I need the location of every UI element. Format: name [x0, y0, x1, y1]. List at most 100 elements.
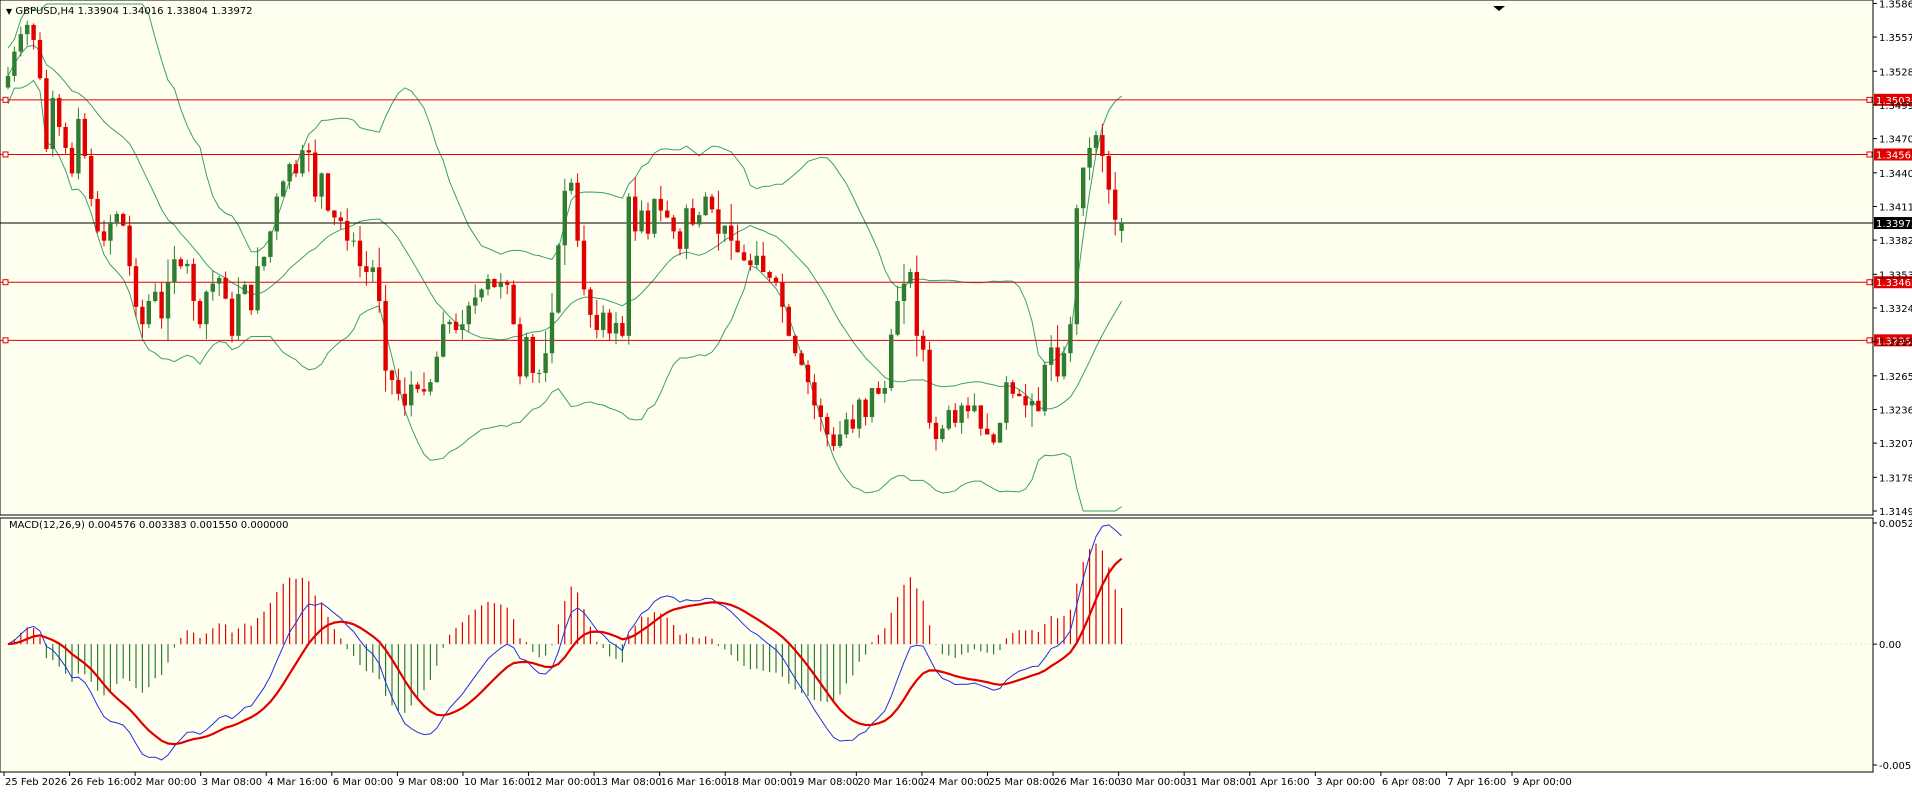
candle-body — [812, 382, 817, 406]
candle-body — [1100, 135, 1105, 156]
candle-body — [133, 266, 139, 307]
candle-body — [37, 39, 43, 79]
candle-body — [1042, 364, 1047, 412]
candle-body — [82, 118, 87, 156]
candle-body — [729, 225, 734, 241]
candle-body — [761, 255, 766, 273]
candle-body — [645, 210, 651, 234]
candle-body — [543, 353, 548, 373]
candle-body — [1055, 347, 1060, 377]
price-axis: 1.35865 1.35575 1.35280 1.34990 1.34700 1.344… — [1873, 0, 1912, 518]
candle-body — [89, 155, 94, 199]
candle-body — [281, 181, 286, 197]
time-axis-label: 4 Mar 16:00 — [267, 777, 327, 788]
price-axis-label: 1.33825 — [1879, 236, 1912, 247]
candle-body — [882, 388, 887, 394]
level-anchor-handle[interactable] — [2, 151, 9, 158]
candle-body — [114, 213, 119, 223]
candle-body — [146, 301, 151, 325]
candle-body — [319, 173, 324, 197]
level-anchor-handle[interactable] — [1866, 151, 1873, 158]
candle-body — [25, 24, 30, 35]
candle-body — [197, 301, 203, 325]
candle-body — [210, 283, 215, 292]
triangle-down-icon[interactable]: ▼ — [6, 7, 13, 16]
candle-body — [31, 24, 36, 40]
candle-body — [799, 353, 804, 365]
candle-body — [255, 266, 260, 311]
candle-body — [786, 306, 791, 336]
candle-body — [940, 428, 945, 440]
time-axis-label: 26 Feb 16:00 — [71, 777, 137, 788]
candle-body — [684, 208, 689, 249]
level-anchor-handle[interactable] — [2, 337, 9, 344]
price-axis-label: 1.35280 — [1879, 67, 1912, 78]
level-anchor-handle[interactable] — [1866, 279, 1873, 286]
candle-body — [460, 324, 465, 331]
time-axis: 25 Feb 2026 26 Feb 16:00 2 Mar 00:00 3 Mar … — [3, 772, 1572, 788]
candle-body — [370, 267, 375, 273]
bollinger-middle-line — [7, 44, 1123, 410]
chart-shift-marker-icon[interactable] — [1493, 6, 1505, 11]
level-price-label-bg — [1874, 334, 1912, 347]
candle-body — [345, 220, 350, 241]
candle-body — [217, 277, 222, 284]
macd-axis-label: 0.005215 — [1879, 519, 1912, 530]
candle-body — [377, 267, 382, 302]
candle-body — [805, 364, 811, 383]
candle-body — [517, 324, 523, 377]
candle-body — [620, 323, 625, 336]
candle-body — [895, 301, 900, 335]
candle-body — [402, 393, 407, 406]
price-axis-label: 1.32655 — [1879, 372, 1912, 383]
candle-body — [767, 272, 772, 278]
candle-body — [409, 384, 414, 406]
candle-body — [633, 196, 638, 232]
candle-body — [825, 417, 830, 435]
candle-body — [658, 198, 663, 211]
time-axis-label: 3 Apr 00:00 — [1316, 777, 1375, 788]
time-axis-label: 18 Mar 00:00 — [726, 777, 793, 788]
candle-body — [991, 434, 996, 443]
candle-body — [1074, 208, 1079, 325]
candle-body — [569, 182, 574, 191]
level-anchor-handle[interactable] — [1866, 337, 1873, 344]
price-axis-label: 1.34990 — [1879, 101, 1912, 112]
candle-body — [268, 231, 273, 257]
time-axis-label: 7 Apr 16:00 — [1447, 777, 1506, 788]
candle-body — [901, 283, 907, 302]
candle-body — [441, 324, 446, 357]
candle-body — [914, 272, 919, 336]
candle-body — [985, 428, 990, 435]
candle-body — [229, 298, 235, 336]
time-axis-label: 2 Mar 00:00 — [136, 777, 196, 788]
candle-body — [172, 259, 177, 283]
candle-body — [530, 336, 535, 373]
candle-body — [537, 372, 542, 374]
candle-body — [639, 210, 644, 232]
candle-body — [325, 173, 331, 211]
level-anchor-handle[interactable] — [1866, 96, 1873, 103]
level-anchor-handle[interactable] — [2, 96, 9, 103]
candle-body — [1113, 189, 1118, 220]
candle-body — [831, 434, 836, 447]
macd-axis-label: -0.00516 — [1879, 761, 1912, 772]
price-axis-label: 1.34700 — [1879, 135, 1912, 146]
level-anchor-handle[interactable] — [2, 279, 9, 286]
candle-body — [575, 182, 580, 241]
candle-body — [844, 419, 849, 435]
candle-body — [389, 370, 395, 380]
candle-body — [12, 51, 17, 76]
candle-body — [511, 284, 516, 325]
candle-body — [716, 209, 721, 234]
candle-body — [1119, 223, 1124, 231]
candle-body — [396, 379, 401, 394]
candle-body — [818, 405, 823, 418]
time-axis-label: 24 Mar 00:00 — [923, 777, 990, 788]
candle-body — [153, 291, 158, 302]
candle-body — [908, 272, 913, 284]
